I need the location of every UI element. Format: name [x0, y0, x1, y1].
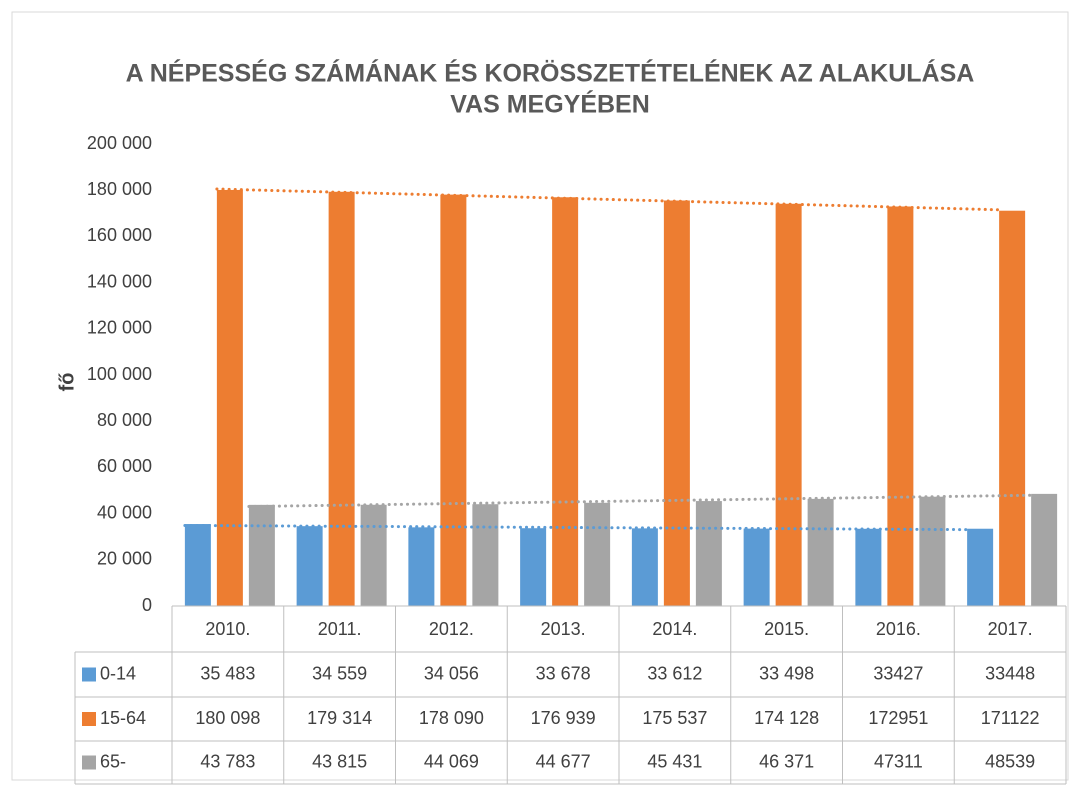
legend-label: 15-64 [100, 708, 146, 728]
trendline [247, 493, 1033, 509]
bar [775, 203, 802, 606]
x-tick-label: 2015. [764, 619, 809, 639]
legend-label: 65- [100, 751, 126, 771]
x-tick-label: 2016. [876, 619, 921, 639]
trendline [183, 523, 969, 532]
data-label: 172951 [868, 708, 928, 728]
bar [584, 502, 611, 606]
x-tick-label: 2013. [541, 619, 586, 639]
bar [743, 528, 770, 606]
bar [520, 528, 547, 606]
bar [408, 527, 435, 606]
bar [360, 504, 387, 606]
chart-subtitle: VAS MEGYÉBEN [450, 90, 650, 119]
trendline [215, 187, 1001, 212]
legend-swatch [82, 667, 96, 682]
y-tick-label: 180 000 [87, 179, 152, 199]
bar [967, 528, 994, 606]
data-label: 180 098 [195, 708, 260, 728]
bar [999, 210, 1026, 606]
y-tick-label: 120 000 [87, 318, 152, 338]
y-tick-label: 160 000 [87, 225, 152, 245]
bar [919, 496, 946, 606]
bar [807, 498, 834, 606]
x-tick-label: 2011. [318, 619, 362, 639]
data-label: 178 090 [419, 708, 484, 728]
bar [328, 191, 355, 606]
data-label: 34 559 [312, 663, 367, 683]
bar [1031, 493, 1058, 606]
legend-swatch [82, 755, 96, 770]
legend-label: 0-14 [100, 663, 136, 683]
data-label: 35 483 [200, 663, 255, 683]
data-label: 44 069 [424, 751, 479, 771]
y-tick-label: 80 000 [97, 410, 152, 430]
x-tick-label: 2014. [652, 619, 697, 639]
y-tick-label: 20 000 [97, 549, 152, 569]
data-label: 43 783 [200, 751, 255, 771]
y-tick-label: 0 [142, 595, 152, 615]
y-tick-label: 60 000 [97, 456, 152, 476]
bar [887, 206, 914, 606]
y-tick-label: 40 000 [97, 502, 152, 522]
data-label: 175 537 [642, 708, 707, 728]
data-label: 174 128 [754, 708, 819, 728]
bar [248, 504, 275, 606]
data-label: 44 677 [536, 751, 591, 771]
data-label: 47311 [874, 751, 923, 771]
bar [631, 528, 658, 606]
y-tick-label: 200 000 [87, 133, 152, 153]
x-tick-label: 2010. [205, 619, 250, 639]
data-label: 33 498 [759, 663, 814, 683]
legend-swatch [82, 712, 96, 726]
bar [663, 200, 690, 607]
data-label: 45 431 [647, 751, 702, 771]
bar [472, 504, 499, 606]
data-label: 48539 [985, 751, 1035, 771]
y-tick-label: 100 000 [87, 364, 152, 384]
y-tick-label: 140 000 [87, 271, 152, 291]
data-label: 33 678 [536, 663, 591, 683]
chart-title: A NÉPESSÉG SZÁMÁNAK ÉS KORÖSSZETÉTELÉNEK… [126, 59, 975, 88]
bar [216, 189, 243, 606]
data-label: 171122 [981, 708, 1040, 728]
x-tick-label: 2012. [429, 619, 474, 639]
data-label: 176 939 [531, 708, 596, 728]
data-label: 33427 [873, 663, 923, 683]
data-label: 179 314 [307, 708, 372, 728]
x-tick-label: 2017. [988, 619, 1033, 639]
bar [440, 194, 467, 606]
data-label: 34 056 [424, 663, 479, 683]
bar [296, 526, 323, 606]
bar [695, 501, 722, 606]
bar [855, 528, 882, 606]
data-label: 33 612 [647, 663, 702, 683]
bar [552, 197, 579, 606]
data-label: 43 815 [312, 751, 367, 771]
y-axis-label: fő [56, 373, 78, 392]
data-label: 46 371 [759, 751, 814, 771]
data-label: 33448 [985, 663, 1035, 683]
bar [184, 524, 211, 606]
